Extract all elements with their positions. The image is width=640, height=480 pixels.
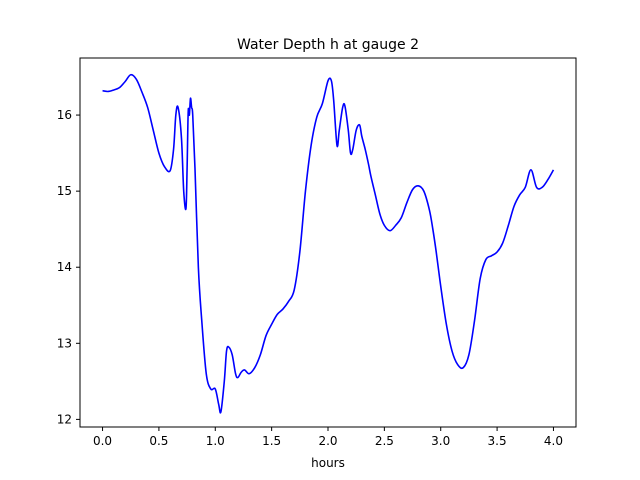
chart-title: Water Depth h at gauge 2 [237, 37, 419, 53]
x-tick-label: 2.0 [318, 434, 337, 448]
y-tick-label: 13 [57, 336, 72, 350]
x-tick-label: 1.0 [206, 434, 225, 448]
x-tick-label: 0.5 [149, 434, 168, 448]
x-tick-label: 3.0 [431, 434, 450, 448]
x-tick-label: 1.5 [262, 434, 281, 448]
x-axis-label: hours [311, 456, 345, 470]
x-axis: 0.0 0.5 1.0 1.5 2.0 2.5 3.0 3.5 4.0 [93, 427, 563, 448]
y-tick-label: 14 [57, 260, 72, 274]
plot-background [80, 58, 576, 427]
x-tick-label: 4.0 [544, 434, 563, 448]
y-tick-label: 16 [57, 108, 72, 122]
series-line-0 [102, 73, 555, 414]
x-tick-label: 3.5 [488, 434, 507, 448]
plot-layer [102, 73, 555, 414]
y-tick-label: 12 [57, 412, 72, 426]
y-tick-label: 15 [57, 184, 72, 198]
y-axis: 12 13 14 15 16 [57, 108, 80, 426]
x-tick-label: 0.0 [93, 434, 112, 448]
x-tick-label: 2.5 [375, 434, 394, 448]
